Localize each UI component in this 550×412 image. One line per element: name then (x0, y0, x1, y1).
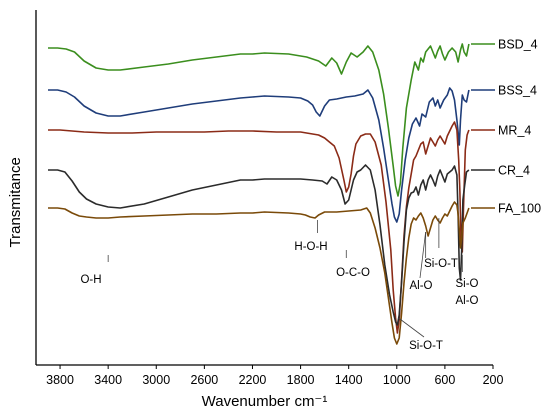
series-legend: BSD_4 BSS_4 MR_4 CR_4 FA_100 (471, 38, 541, 216)
spectrum-line-mr-4 (48, 121, 470, 334)
x-tick-label: 3400 (94, 373, 122, 387)
x-tick-label: 600 (434, 373, 455, 387)
x-tick-label: 2200 (239, 373, 267, 387)
annotation-label: Si-O-T (424, 258, 458, 270)
annotation-label: O-C-O (336, 267, 370, 279)
x-tick-label: 3800 (46, 373, 74, 387)
x-tick-label: 1400 (335, 373, 363, 387)
spectrum-line-bsd-4 (48, 43, 470, 197)
x-axis-label: Wavenumber cm⁻¹ (202, 393, 328, 410)
x-tick-label: 2600 (190, 373, 218, 387)
x-tick-label: 1800 (287, 373, 315, 387)
annotation-leader-line (398, 317, 425, 338)
legend-label-mr-4: MR_4 (498, 124, 531, 138)
annotation-label: Si-O-T (409, 340, 443, 352)
spectrum-line-bss-4 (48, 87, 470, 223)
annotation-label: Al-O (456, 295, 479, 307)
plot-axes: 3800 3400 3000 2600 2200 1800 1400 1000 600 200 (35, 10, 504, 387)
legend-label-fa-100: FA_100 (498, 202, 541, 216)
legend-label-cr-4: CR_4 (498, 164, 530, 178)
x-tick-label: 3000 (142, 373, 170, 387)
legend-label-bss-4: BSS_4 (498, 84, 537, 98)
annotation-leader-line (419, 231, 427, 279)
band-annotations: O-H H-O-H O-C-O Al-O Si-O-T Si-O Al-O Si-O-T (80, 218, 479, 352)
annotation-label: Si-O (456, 278, 479, 290)
spectra-curves (48, 43, 470, 345)
spectrum-line-fa-100 (48, 201, 470, 345)
annotation-label: H-O-H (294, 241, 327, 253)
spectrum-line-cr-4 (48, 164, 470, 326)
annotation-label: Al-O (410, 280, 433, 292)
x-tick-label: 1000 (383, 373, 411, 387)
y-axis-label: Transmitance (7, 157, 24, 247)
x-tick-label: 200 (483, 373, 504, 387)
annotation-label: O-H (80, 274, 101, 286)
legend-label-bsd-4: BSD_4 (498, 38, 538, 52)
